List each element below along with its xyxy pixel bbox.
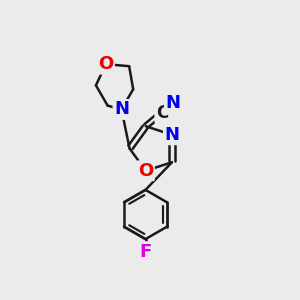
- Text: O: O: [138, 162, 153, 180]
- Text: N: N: [165, 94, 180, 112]
- Text: N: N: [114, 100, 129, 118]
- Text: O: O: [98, 55, 113, 73]
- Text: F: F: [140, 243, 152, 261]
- Text: N: N: [164, 126, 179, 144]
- Text: C: C: [156, 104, 168, 122]
